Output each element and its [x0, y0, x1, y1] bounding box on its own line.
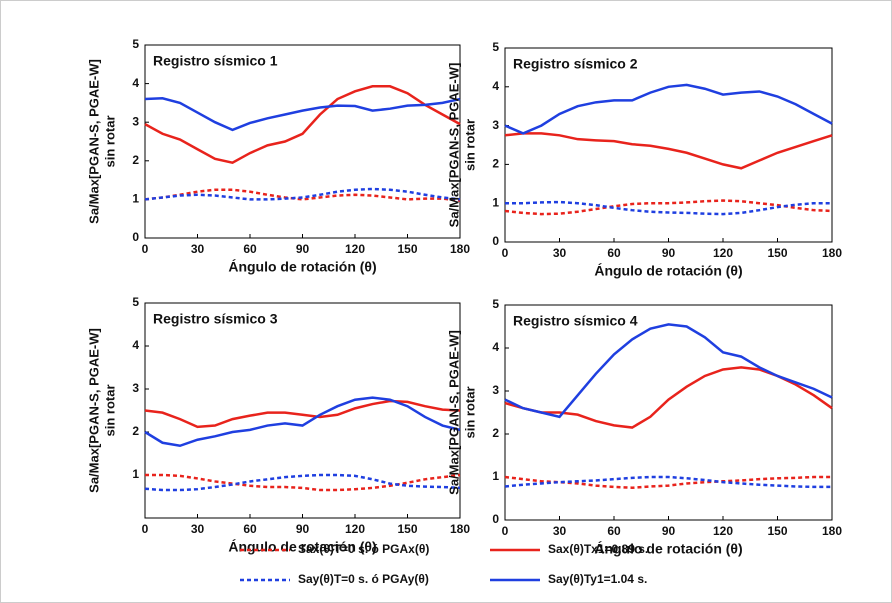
- x-tick-label: 60: [243, 522, 257, 536]
- legend-label: Sax(θ)Tx1=0.89 s.: [548, 542, 648, 556]
- x-tick-label: 30: [553, 524, 567, 538]
- chart-title: Registro sísmico 2: [513, 56, 638, 72]
- series-line: [144, 85, 461, 165]
- x-tick-label: 120: [345, 242, 365, 256]
- x-axis-label: Ángulo de rotación (θ): [594, 263, 742, 279]
- plot-area: [144, 302, 461, 519]
- chart-title: Registro sísmico 1: [153, 53, 278, 69]
- x-tick-label: 60: [607, 246, 621, 260]
- x-tick-label: 30: [191, 522, 205, 536]
- x-tick-label: 90: [662, 524, 676, 538]
- y-tick-label: 1: [492, 469, 499, 483]
- series-line: [504, 323, 833, 419]
- series-line: [504, 132, 833, 170]
- y-tick-label: 5: [492, 297, 499, 311]
- y-tick-label: 4: [492, 79, 499, 93]
- y-tick-label: 4: [132, 338, 139, 352]
- x-tick-label: 150: [767, 524, 787, 538]
- series-line: [145, 473, 461, 492]
- series-line: [144, 97, 461, 132]
- y-tick-label: 0: [132, 230, 139, 244]
- series-line: [144, 473, 461, 492]
- y-axis-label: Sa/Max[PGAN-S, PGAE-W]: [86, 328, 101, 493]
- x-tick-label: 90: [662, 246, 676, 260]
- x-tick-label: 120: [713, 246, 733, 260]
- x-tick-label: 150: [767, 246, 787, 260]
- chart-title: Registro sísmico 4: [513, 313, 638, 329]
- x-tick-label: 120: [713, 524, 733, 538]
- y-tick-label: 1: [492, 195, 499, 209]
- legend-label: Say(θ)T=0 s. ó PGAy(θ): [298, 572, 429, 586]
- plot-area: [144, 44, 461, 239]
- y-tick-label: 4: [132, 76, 139, 90]
- y-tick-label: 3: [132, 114, 139, 128]
- x-tick-label: 0: [142, 522, 149, 536]
- x-tick-label: 60: [607, 524, 621, 538]
- series-line: [144, 396, 461, 448]
- series-line: [144, 187, 461, 201]
- y-axis-label: sin rotar: [102, 384, 117, 436]
- x-tick-label: 180: [822, 246, 842, 260]
- y-axis-label: Sa/Max[PGAN-S, PGAE-W]: [86, 59, 101, 224]
- y-tick-label: 5: [492, 40, 499, 54]
- x-tick-label: 90: [296, 522, 310, 536]
- y-tick-label: 2: [492, 426, 499, 440]
- y-axis-label: sin rotar: [102, 115, 117, 167]
- y-axis-label: sin rotar: [462, 119, 477, 171]
- series-line: [504, 475, 832, 490]
- x-tick-label: 180: [450, 242, 470, 256]
- x-tick-label: 30: [553, 246, 567, 260]
- x-tick-label: 0: [142, 242, 149, 256]
- x-tick-label: 180: [450, 522, 470, 536]
- x-tick-label: 150: [397, 522, 417, 536]
- x-axis-label: Ángulo de rotación (θ): [228, 539, 376, 555]
- y-axis-label: Sa/Max[PGAN-S, PGAE-W]: [446, 63, 461, 228]
- y-tick-label: 3: [132, 381, 139, 395]
- y-axis-label: Sa/Max[PGAN-S, PGAE-W]: [446, 330, 461, 495]
- y-tick-label: 0: [492, 234, 499, 248]
- series-line: [504, 199, 833, 216]
- x-tick-label: 0: [502, 524, 509, 538]
- series-line: [504, 83, 833, 135]
- y-tick-label: 3: [492, 118, 499, 132]
- y-tick-label: 1: [132, 192, 139, 206]
- series-line: [144, 399, 461, 429]
- x-axis-label: Ángulo de rotación (θ): [228, 259, 376, 275]
- y-tick-label: 2: [132, 153, 139, 167]
- x-tick-label: 0: [502, 246, 509, 260]
- x-tick-label: 90: [296, 242, 310, 256]
- chart-title: Registro sísmico 3: [153, 311, 278, 327]
- x-tick-label: 30: [191, 242, 205, 256]
- x-tick-label: 120: [345, 522, 365, 536]
- legend-label: Sax(θ)T=0 s. ó PGAx(θ): [298, 542, 429, 556]
- y-tick-label: 5: [132, 37, 139, 51]
- x-axis-label: Ángulo de rotación (θ): [594, 541, 742, 557]
- x-tick-label: 180: [822, 524, 842, 538]
- y-tick-label: 5: [132, 295, 139, 309]
- y-tick-label: 1: [132, 467, 139, 481]
- series-line: [504, 475, 832, 489]
- y-tick-label: 2: [492, 157, 499, 171]
- y-tick-label: 3: [492, 383, 499, 397]
- y-axis-label: sin rotar: [462, 386, 477, 438]
- x-tick-label: 150: [397, 242, 417, 256]
- y-tick-label: 0: [492, 512, 499, 526]
- legend-label: Say(θ)Ty1=1.04 s.: [548, 572, 647, 586]
- plot-area: [504, 47, 833, 243]
- y-tick-label: 2: [132, 424, 139, 438]
- y-tick-label: 4: [492, 340, 499, 354]
- x-tick-label: 60: [243, 242, 257, 256]
- series-line: [505, 200, 832, 216]
